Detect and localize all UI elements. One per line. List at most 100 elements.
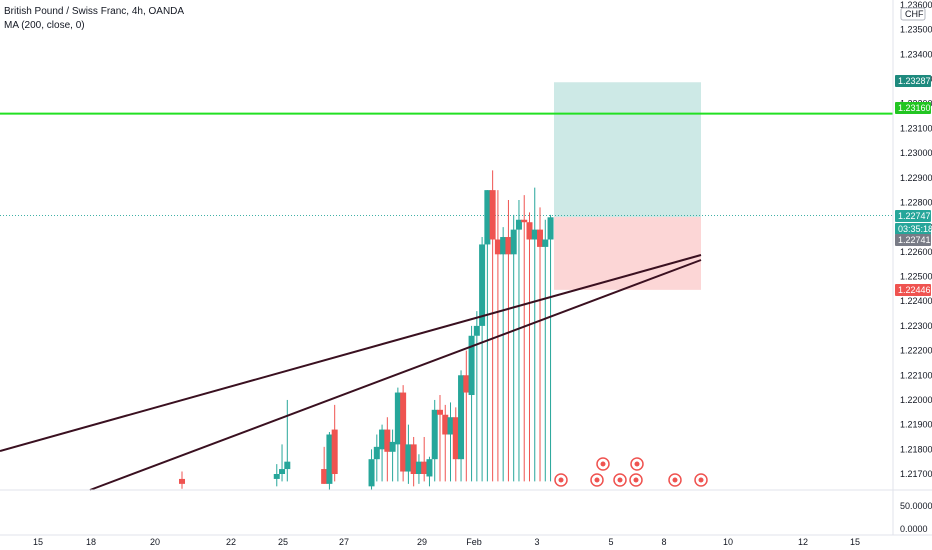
price-tick: 1.23600: [900, 0, 932, 10]
candle-body: [410, 444, 417, 474]
price-tick: 1.23000: [900, 148, 932, 158]
price-tag-label: 1.22741: [898, 235, 931, 245]
price-tick: 1.21700: [900, 469, 932, 479]
economic-event-icon-dot: [594, 477, 600, 483]
candle-body: [389, 441, 396, 452]
time-tick: 15: [33, 537, 43, 547]
price-tick: 1.21900: [900, 420, 932, 430]
price-tag-box: [895, 223, 931, 235]
trendlines[interactable]: [0, 254, 702, 491]
candle-body: [405, 444, 412, 472]
candle-body: [400, 392, 407, 472]
candle-body: [526, 222, 533, 240]
time-tick: 29: [417, 537, 427, 547]
time-tick: 27: [339, 537, 349, 547]
event-markers[interactable]: [554, 457, 708, 487]
candle-body: [484, 190, 491, 245]
trendline-upper[interactable]: [0, 254, 702, 452]
price-tick: 1.22200: [900, 346, 932, 356]
candle-body: [431, 409, 438, 460]
price-tag-label: 1.23287: [898, 76, 931, 86]
candle-body: [394, 392, 401, 445]
candle-body: [384, 429, 391, 452]
candle-body: [279, 469, 286, 474]
candle-body: [368, 459, 375, 487]
economic-event-icon-dot: [600, 461, 606, 467]
candle-body: [515, 219, 522, 230]
price-tick: 1.22100: [900, 370, 932, 380]
candle-body: [479, 244, 486, 326]
long-position-tool[interactable]: [554, 82, 701, 290]
price-tick: 1.22800: [900, 197, 932, 207]
candle-body: [473, 325, 480, 336]
loss-zone[interactable]: [554, 217, 701, 290]
price-tag-label: 1.23160: [898, 103, 931, 113]
price-tick: 1.22600: [900, 247, 932, 257]
price-tag-box: [895, 284, 931, 296]
time-axis[interactable]: 15 18 20 22 25 27 29 Feb 3 5 8 10 12 15: [0, 534, 932, 547]
price-tick: 1.23400: [900, 49, 932, 59]
time-tick: 20: [150, 537, 160, 547]
price-tick: 1.23500: [900, 25, 932, 35]
price-tick: 1.23100: [900, 123, 932, 133]
candle-body: [447, 417, 454, 435]
candle-body: [542, 239, 549, 247]
time-tick: 8: [661, 537, 666, 547]
currency-badge-label: CHF: [905, 9, 924, 19]
candle-body: [500, 237, 507, 255]
price-labels: 1.23287 1.23160 1.22747 03:35:181.22741 1.22…: [895, 75, 932, 296]
indicator-title[interactable]: MA (200, close, 0): [4, 20, 85, 31]
candle-body: [468, 335, 475, 396]
candle-body: [494, 239, 501, 255]
price-tag-label: 1.22446: [898, 285, 931, 295]
price-tag-label: 03:35:18: [898, 224, 932, 234]
candle-body: [547, 217, 554, 240]
time-tick: 15: [850, 537, 860, 547]
candle-body: [489, 190, 496, 240]
economic-event-icon-dot: [634, 461, 640, 467]
trendline-lower[interactable]: [89, 259, 702, 491]
price-tick: 1.21800: [900, 444, 932, 454]
economic-event-icon-dot: [698, 477, 704, 483]
price-tag-box: [895, 75, 931, 87]
candle-body: [331, 429, 338, 474]
time-tick: 12: [798, 537, 808, 547]
symbol-title[interactable]: British Pound / Swiss Franc, 4h, OANDA: [4, 6, 185, 17]
time-tick: 25: [278, 537, 288, 547]
time-tick: 5: [608, 537, 613, 547]
candle-body: [326, 434, 333, 484]
candle-body: [505, 237, 512, 255]
price-tag-box: [895, 102, 931, 114]
candle-body: [531, 229, 538, 240]
price-tick: 1.22000: [900, 395, 932, 405]
candle-body: [284, 461, 291, 470]
time-tick: 10: [723, 537, 733, 547]
economic-event-icon-dot: [633, 477, 639, 483]
candle-body: [415, 461, 422, 474]
time-tick: 22: [226, 537, 236, 547]
time-tick: 18: [86, 537, 96, 547]
profit-zone[interactable]: [554, 82, 701, 218]
candle-body: [442, 414, 449, 435]
price-tag-box: [895, 234, 931, 246]
indicator-tick: 50.0000: [900, 501, 932, 511]
candle-body: [379, 429, 386, 450]
candle-body: [179, 478, 185, 484]
candle-body: [463, 375, 470, 393]
candle-body: [510, 229, 517, 255]
candlestick-series: [179, 170, 554, 490]
time-tick: Feb: [466, 537, 482, 547]
economic-event-icon-dot: [558, 477, 564, 483]
price-tick: 1.22900: [900, 173, 932, 183]
candle-body: [421, 461, 428, 474]
candle-body: [321, 469, 328, 484]
candle-body: [458, 375, 465, 460]
currency-badge[interactable]: CHF: [900, 7, 926, 21]
indicator-tick: 0.0000: [900, 524, 928, 534]
indicator-pane: 50.0000 0.0000: [900, 501, 932, 534]
price-tag-box: [895, 210, 931, 222]
chart-legend[interactable]: British Pound / Swiss Franc, 4h, OANDA M…: [4, 5, 184, 33]
currency-badge-box[interactable]: [900, 7, 926, 21]
economic-event-icon-dot: [617, 477, 623, 483]
